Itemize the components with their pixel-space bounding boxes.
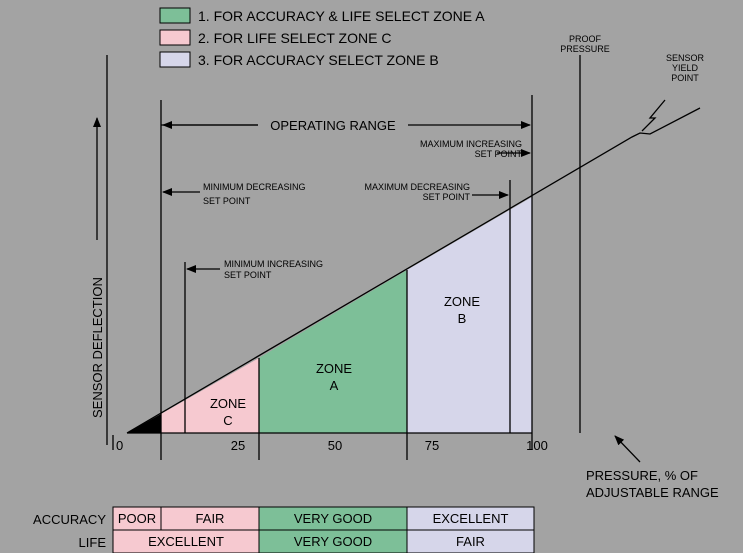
x-axis-label: ADJUSTABLE RANGE xyxy=(586,485,719,500)
legend-swatch xyxy=(159,29,191,46)
zone-label: C xyxy=(223,413,232,428)
cell-text: EXCELLENT xyxy=(433,511,509,526)
legend-text: 1. FOR ACCURACY & LIFE SELECT ZONE A xyxy=(198,8,485,24)
zone-label: B xyxy=(458,311,467,326)
x-axis-label: PRESSURE, % OF xyxy=(586,468,698,483)
annotation: MAXIMUM INCREASING xyxy=(420,139,522,149)
cell-text: FAIR xyxy=(196,511,225,526)
cell-text: VERY GOOD xyxy=(294,511,372,526)
x-ticks: 0 25 50 75 100 xyxy=(116,438,548,453)
annotation: YIELD xyxy=(672,63,699,73)
annotations: PROOF PRESSURE SENSOR YIELD POINT OPERAT… xyxy=(203,34,705,280)
annotation: MINIMUM DECREASING xyxy=(203,182,306,192)
lines xyxy=(93,55,701,463)
annotation: MINIMUM INCREASING xyxy=(224,259,323,269)
x-tick-label: 75 xyxy=(425,438,439,453)
legend: 1. FOR ACCURACY & LIFE SELECT ZONE A 2. F… xyxy=(159,7,485,68)
annotation: SENSOR xyxy=(666,53,705,63)
zone-label: ZONE xyxy=(210,396,246,411)
zone-label: ZONE xyxy=(444,294,480,309)
x-tick-label: 100 xyxy=(526,438,548,453)
cell-text: VERY GOOD xyxy=(294,534,372,549)
legend-swatch xyxy=(159,51,191,68)
x-tick-label: 25 xyxy=(231,438,245,453)
annotation: POINT xyxy=(671,73,699,83)
annotation: SET POINT xyxy=(203,196,251,206)
zone-label: A xyxy=(330,378,339,393)
zone-b xyxy=(407,197,532,433)
zone-a xyxy=(259,270,407,433)
legend-text: 3. FOR ACCURACY SELECT ZONE B xyxy=(198,52,439,68)
annotation: SET POINT xyxy=(475,149,523,159)
annotation: MAXIMUM DECREASING xyxy=(364,182,470,192)
cell-text: FAIR xyxy=(456,534,485,549)
annotation: PROOF xyxy=(569,34,602,44)
cell-text: POOR xyxy=(118,511,156,526)
annotation: OPERATING RANGE xyxy=(270,118,396,133)
annotation: SET POINT xyxy=(224,270,272,280)
y-axis-label: SENSOR DEFLECTION xyxy=(90,277,105,418)
cell-text: EXCELLENT xyxy=(148,534,224,549)
legend-text: 2. FOR LIFE SELECT ZONE C xyxy=(198,30,391,46)
row-label: LIFE xyxy=(79,535,107,550)
legend-swatch xyxy=(159,7,191,24)
zone-label: ZONE xyxy=(316,361,352,376)
x-tick-label: 50 xyxy=(328,438,342,453)
row-label: ACCURACY xyxy=(33,512,106,527)
annotation: PRESSURE xyxy=(560,44,610,54)
annotation: SET POINT xyxy=(423,192,471,202)
zone-labels: ZONE C ZONE A ZONE B xyxy=(210,294,480,428)
table: ACCURACY POOR FAIR VERY GOOD EXCELLENT LIFE EX… xyxy=(33,506,535,553)
x-tick-label: 0 xyxy=(116,438,123,453)
cell xyxy=(406,529,535,553)
